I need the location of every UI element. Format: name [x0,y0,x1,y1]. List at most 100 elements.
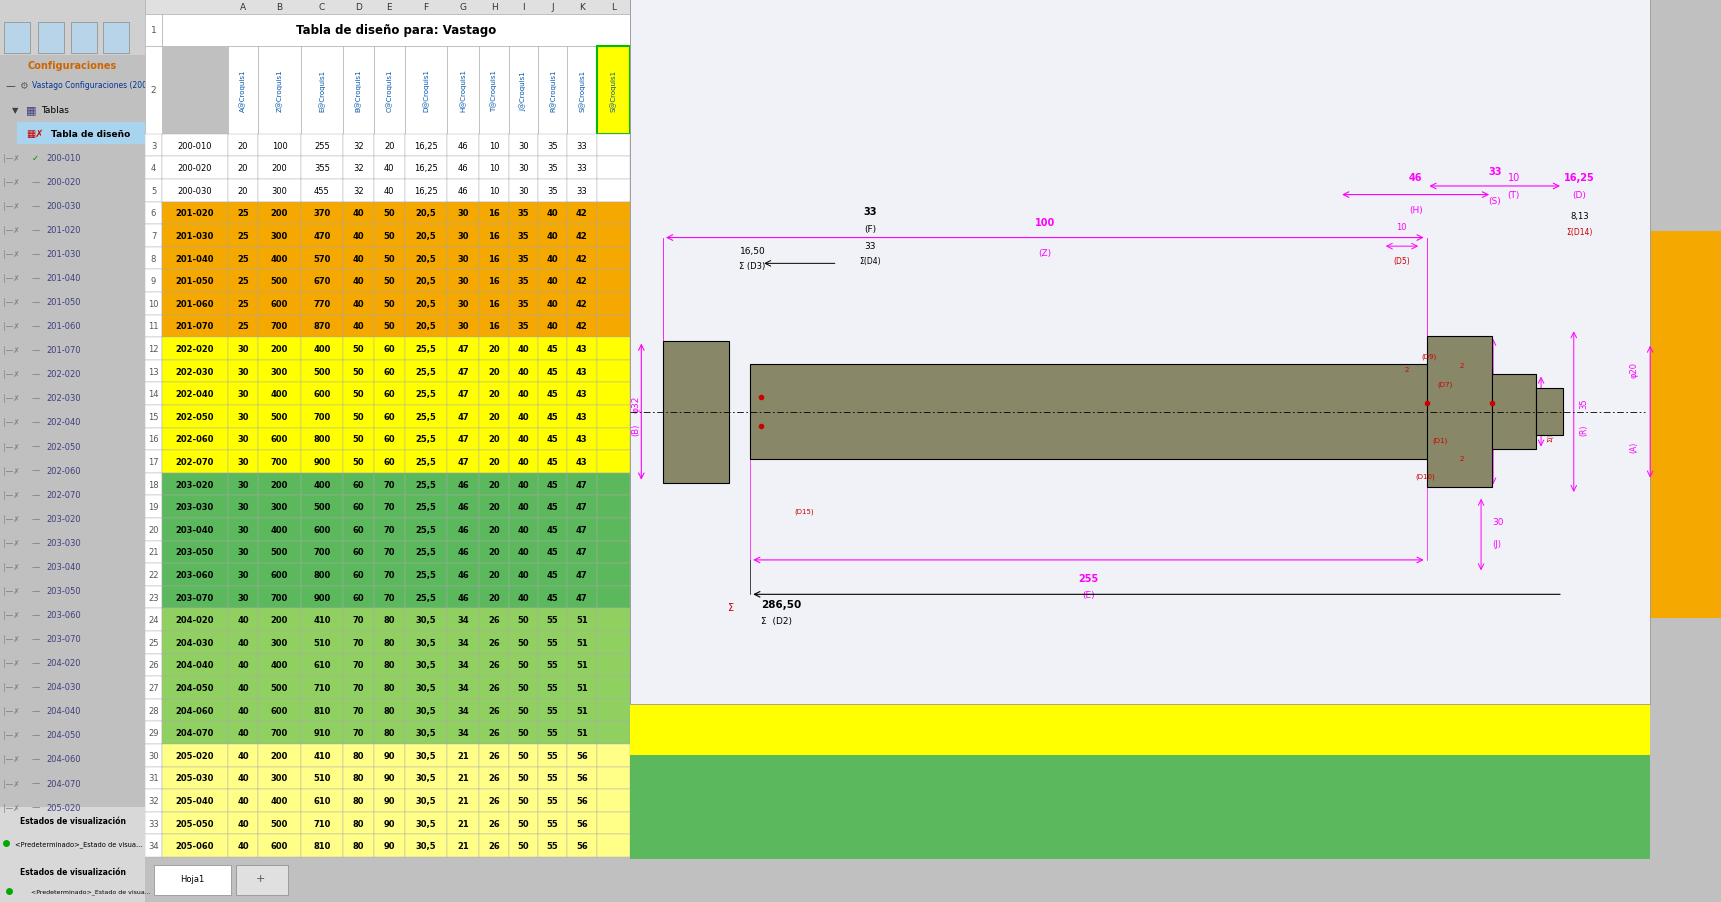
Bar [227,179,258,202]
Text: ⚙: ⚙ [19,81,28,91]
Bar [509,519,539,541]
Text: 10: 10 [489,164,499,173]
Text: A: A [239,3,246,12]
Text: 60: 60 [353,593,365,602]
Text: 14: 14 [148,390,158,399]
Text: 30: 30 [237,593,248,602]
Bar [145,428,162,451]
Bar [373,586,404,609]
Text: |—✗: |—✗ [3,153,19,162]
Text: 201-050: 201-050 [46,298,81,307]
Text: 60: 60 [353,502,365,511]
Text: 15: 15 [148,412,158,421]
Text: 600: 600 [270,705,287,714]
Text: 20: 20 [384,142,394,151]
Text: 100: 100 [272,142,287,151]
Bar [342,157,373,179]
Bar [301,496,342,519]
Bar [539,699,568,722]
Text: 45: 45 [547,345,559,354]
Text: 43: 43 [577,435,587,444]
Bar [162,631,227,654]
Text: 60: 60 [353,548,365,557]
Bar [597,337,630,361]
Bar [509,654,539,676]
Bar [568,47,597,134]
Text: 35: 35 [1580,399,1588,409]
Text: 300: 300 [270,638,287,647]
Text: 20,5: 20,5 [415,209,435,218]
Bar [480,383,509,406]
Text: 300: 300 [272,187,287,196]
Bar [162,541,227,564]
Bar [597,361,630,383]
Text: Σ(D4): Σ(D4) [859,257,881,266]
Bar [301,315,342,337]
Bar [103,23,129,54]
Text: 255: 255 [313,142,330,151]
Text: 202-030: 202-030 [46,394,81,403]
Text: 400: 400 [270,525,287,534]
Text: 45: 45 [547,457,559,466]
Text: 50: 50 [518,750,528,759]
Text: (E): (E) [1083,590,1095,599]
Bar [480,179,509,202]
Text: 43: 43 [577,367,587,376]
Bar [597,157,630,179]
Bar [539,202,568,225]
Text: 32: 32 [353,187,363,196]
Text: 30: 30 [458,254,470,263]
Bar [301,202,342,225]
Text: 20: 20 [489,367,499,376]
Text: 27: 27 [148,683,158,692]
Text: J: J [551,3,554,12]
Text: 35: 35 [547,187,558,196]
Text: (H): (H) [1409,206,1423,215]
Text: |—✗: |—✗ [3,731,19,740]
Text: 30: 30 [237,525,248,534]
Bar [258,631,301,654]
Bar [162,654,227,676]
Bar [597,406,630,428]
Text: 40: 40 [518,480,528,489]
Text: 20,5: 20,5 [415,277,435,286]
Text: 21: 21 [458,819,470,828]
Text: 800: 800 [313,435,330,444]
Text: D: D [355,3,361,12]
Bar [447,247,480,270]
Bar [568,744,597,767]
Text: 20: 20 [148,525,158,534]
Bar [480,676,509,699]
Text: 80: 80 [353,819,365,828]
Text: 40: 40 [518,457,528,466]
Text: 20,5: 20,5 [415,322,435,331]
Bar [509,225,539,247]
Bar [597,789,630,812]
Bar [597,519,630,541]
Text: 16: 16 [489,232,499,241]
Text: 17: 17 [148,457,158,466]
Text: 55: 55 [547,728,559,737]
Bar [447,631,480,654]
Bar [597,383,630,406]
Text: 40: 40 [237,750,250,759]
Bar [597,315,630,337]
Bar [568,519,597,541]
Bar [227,428,258,451]
Text: 200-030: 200-030 [46,201,81,210]
Bar [227,519,258,541]
Text: 30: 30 [518,164,528,173]
Bar [162,676,227,699]
Text: 33: 33 [864,242,876,251]
Text: |—✗: |—✗ [3,562,19,571]
Text: 50: 50 [384,232,396,241]
Text: 10: 10 [489,142,499,151]
Text: 20: 20 [489,570,499,579]
Text: 80: 80 [384,705,396,714]
Bar [509,406,539,428]
Text: Vastago Configuraciones (200-01: Vastago Configuraciones (200-01 [33,81,160,90]
Bar [447,789,480,812]
Text: 31: 31 [148,774,158,782]
Bar [404,337,447,361]
Text: 40: 40 [518,525,528,534]
